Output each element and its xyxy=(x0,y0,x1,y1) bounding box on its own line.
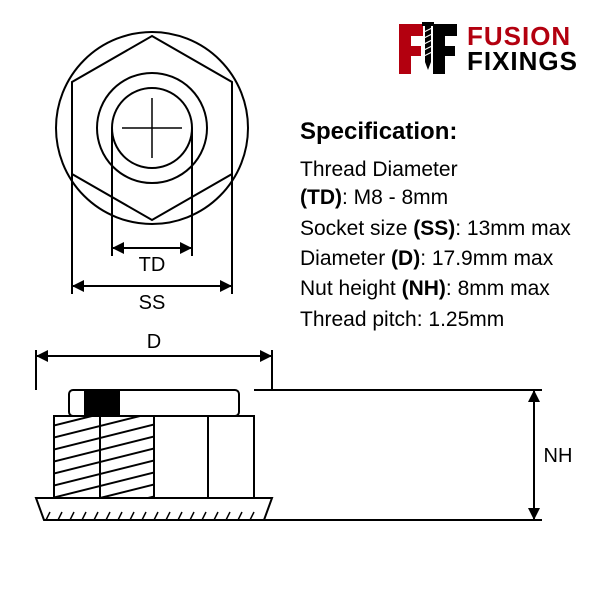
specification-panel: Specification: Thread Diameter (TD): M8 … xyxy=(300,118,580,336)
spec-row-pitch: Thread pitch: 1.25mm xyxy=(300,306,580,334)
spec-row-td: Thread Diameter (TD): M8 - 8mm xyxy=(300,156,580,213)
top-view-diagram: TD SS xyxy=(22,18,282,328)
brand-mark-icon xyxy=(397,18,459,80)
spec-title: Specification: xyxy=(300,118,580,146)
spec-row-d: Diameter (D): 17.9mm max xyxy=(300,245,580,273)
brand-logo: FUSION FIXINGS xyxy=(397,18,578,80)
dim-label-nh: NH xyxy=(544,445,573,467)
dim-label-td: TD xyxy=(139,254,166,276)
dim-label-d: D xyxy=(147,332,161,353)
brand-name-line2: FIXINGS xyxy=(467,49,578,74)
brand-name: FUSION FIXINGS xyxy=(467,24,578,73)
side-view-diagram: D NH xyxy=(22,332,582,572)
spec-row-nh: Nut height (NH): 8mm max xyxy=(300,275,580,303)
spec-row-ss: Socket size (SS): 13mm max xyxy=(300,215,580,243)
dim-label-ss: SS xyxy=(139,292,166,314)
